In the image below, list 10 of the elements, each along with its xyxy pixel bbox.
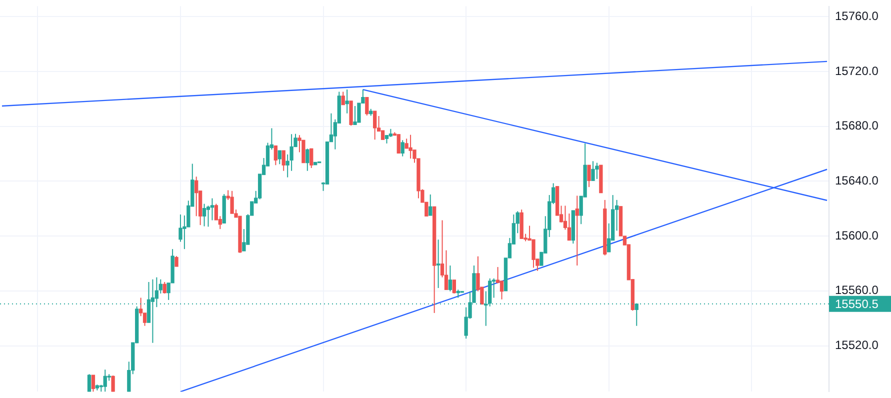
y-tick-label: 15760.0 — [835, 8, 879, 23]
y-tick-label: 15680.0 — [835, 118, 879, 133]
y-tick-label: 15720.0 — [835, 64, 879, 78]
y-tick-label: 15600.0 — [835, 228, 879, 242]
y-tick-label: 15520.0 — [835, 338, 879, 352]
y-tick-label: 15640.0 — [835, 173, 879, 188]
candlestick — [575, 196, 579, 266]
ref-line-label: 15550.5 — [835, 297, 879, 312]
candlestick — [436, 240, 440, 288]
y-tick-label: 15560.0 — [835, 283, 879, 298]
